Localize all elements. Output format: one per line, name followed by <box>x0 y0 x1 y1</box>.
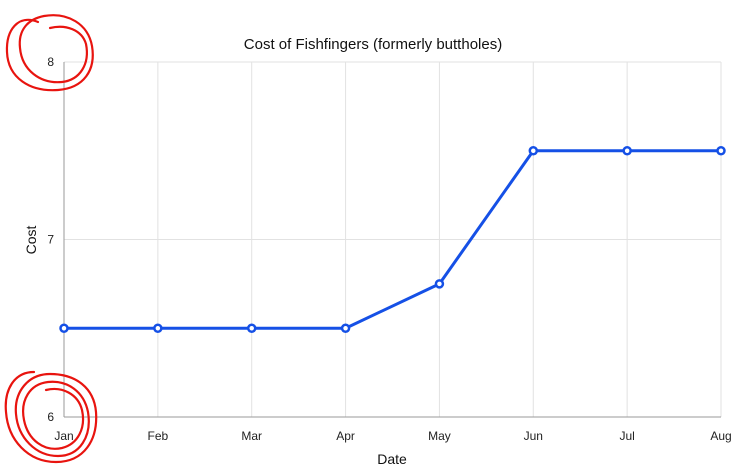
x-tick-label: Jun <box>524 429 543 443</box>
y-tick-label: 8 <box>47 55 54 69</box>
data-point <box>622 146 632 156</box>
hand-drawn-circle-bottom <box>4 370 98 464</box>
x-tick-label: May <box>428 429 451 443</box>
axes <box>63 62 721 418</box>
data-point <box>59 323 69 333</box>
x-tick-label: Jul <box>619 429 634 443</box>
x-tick-label: Mar <box>241 429 262 443</box>
x-tick-label: Aug <box>710 429 731 443</box>
data-point <box>153 323 163 333</box>
chart-title: Cost of Fishfingers (formerly buttholes) <box>244 36 502 53</box>
series-layer <box>59 146 726 333</box>
data-point <box>528 146 539 156</box>
grid <box>63 61 722 418</box>
y-tick-label: 6 <box>47 410 54 424</box>
x-tick-label: Jan <box>54 429 73 443</box>
data-point <box>246 323 257 333</box>
x-tick-label: Apr <box>336 429 355 443</box>
x-tick-label: Feb <box>148 429 169 443</box>
series-line <box>62 149 723 330</box>
y-axis-title: Cost <box>23 226 39 255</box>
x-axis-title: Date <box>377 451 407 467</box>
annotations <box>4 14 98 464</box>
tick-labels: 6 7 8 Jan Feb Mar Apr May Jun Jul Aug <box>47 55 731 443</box>
hand-drawn-circle-top <box>5 14 94 92</box>
data-point <box>716 146 726 156</box>
y-tick-label: 7 <box>47 233 54 247</box>
data-point <box>340 323 351 333</box>
data-point <box>434 279 445 289</box>
